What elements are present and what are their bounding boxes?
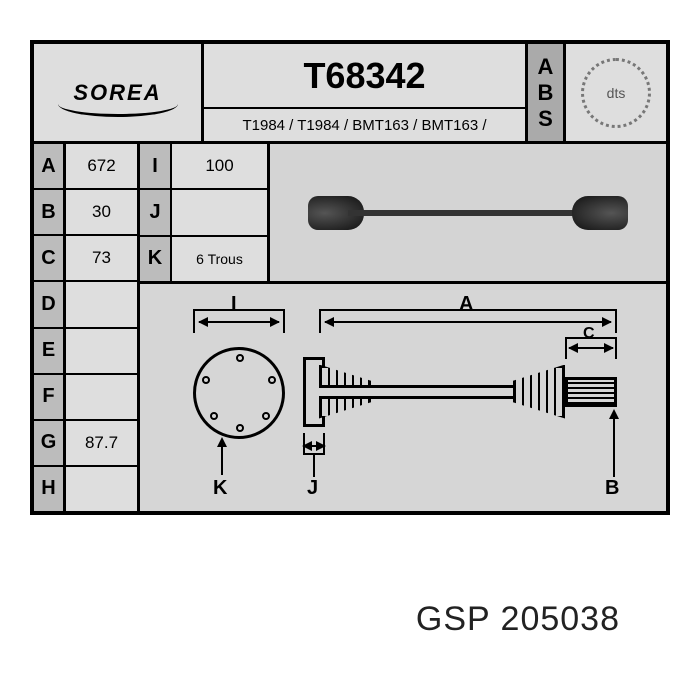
draw-boot-right (513, 365, 565, 419)
title-cell: T68342 T1984 / T1984 / BMT163 / BMT163 / (204, 44, 528, 141)
axle-photo (308, 190, 628, 236)
blueprint: I A C (173, 293, 633, 503)
pointer-K-arrow (217, 437, 227, 447)
pointer-B-arrow (609, 409, 619, 419)
brand-arc (58, 91, 178, 117)
spec-sheet: SOREA T68342 T1984 / T1984 / BMT163 / BM… (30, 40, 670, 515)
dim-line-J (303, 445, 325, 447)
val-I: 100 (172, 144, 267, 190)
upper-right: I J K 100 6 Trous (140, 144, 666, 284)
key-G: G (34, 421, 63, 467)
key-C: C (34, 236, 63, 282)
footer-code: GSP 205038 (30, 600, 670, 639)
key-F: F (34, 375, 63, 421)
brand-cell: SOREA (34, 44, 204, 141)
draw-spline (565, 377, 617, 407)
val-D (66, 282, 137, 328)
bolt-hole (262, 412, 270, 420)
val-E (66, 329, 137, 375)
photo-joint-right (572, 196, 628, 230)
key-A: A (34, 144, 63, 190)
right-block: I J K 100 6 Trous (140, 144, 666, 511)
key-H: H (34, 467, 63, 511)
key-I: I (140, 144, 170, 190)
val-K: 6 Trous (172, 237, 267, 281)
product-photo (270, 144, 666, 281)
pointer-J (313, 455, 315, 477)
spec-keys-right: I J K (140, 144, 172, 281)
bolt-hole (202, 376, 210, 384)
part-number: T68342 (204, 44, 525, 109)
key-E: E (34, 329, 63, 375)
header-row: SOREA T68342 T1984 / T1984 / BMT163 / BM… (34, 44, 666, 144)
val-G: 87.7 (66, 421, 137, 467)
val-B: 30 (66, 190, 137, 236)
dim-line-A (325, 321, 611, 323)
bolt-hole (268, 376, 276, 384)
abs-s: S (538, 106, 553, 132)
abs-b: B (538, 80, 554, 106)
val-A: 672 (66, 144, 137, 190)
abs-flag: A B S (528, 44, 566, 141)
bolt-hole (210, 412, 218, 420)
dts-cell: dts (566, 44, 666, 141)
dim-line-C (569, 347, 613, 349)
dim-label-K: K (213, 477, 227, 500)
spec-right-pair: I J K 100 6 Trous (140, 144, 270, 281)
dim-label-C: C (583, 325, 595, 343)
flange-face (193, 347, 285, 439)
dim-label-I: I (231, 293, 237, 316)
val-J (172, 190, 267, 236)
key-K: K (140, 237, 170, 281)
photo-shaft (348, 210, 588, 216)
val-C: 73 (66, 236, 137, 282)
val-H (66, 467, 137, 511)
dim-label-A: A (459, 293, 473, 316)
bolt-hole (236, 424, 244, 432)
pointer-B (613, 411, 615, 477)
dim-label-J: J (307, 477, 318, 500)
dim-label-B: B (605, 477, 619, 500)
body-area: A B C D E F G H 672 30 73 87.7 I (34, 144, 666, 511)
spec-vals-left: 672 30 73 87.7 (66, 144, 140, 511)
technical-drawing: I A C (140, 284, 666, 511)
gear-icon: dts (581, 58, 651, 128)
val-F (66, 375, 137, 421)
bolt-hole (236, 354, 244, 362)
key-J: J (140, 190, 170, 236)
key-B: B (34, 190, 63, 236)
spec-vals-right: 100 6 Trous (172, 144, 267, 281)
cross-ref: T1984 / T1984 / BMT163 / BMT163 / (204, 109, 525, 141)
key-D: D (34, 282, 63, 328)
abs-a: A (538, 54, 554, 80)
dim-line-I (199, 321, 279, 323)
dts-label: dts (607, 85, 626, 101)
spec-keys-left: A B C D E F G H (34, 144, 66, 511)
